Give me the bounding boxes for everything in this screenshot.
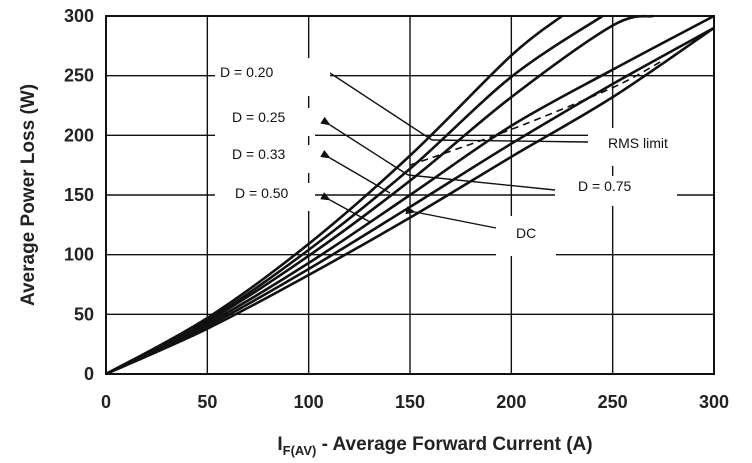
x-tick-label: 0 — [101, 392, 111, 412]
plot-frame — [105, 15, 715, 375]
annotation-label: D = 0.33 — [232, 146, 286, 162]
annotation-arrow — [320, 64, 433, 141]
annotations: D = 0.20 D = 0.25 D = 0.33 D = 0.50 RMS limi… — [215, 58, 713, 256]
annotation-label: D = 0.50 — [235, 185, 289, 201]
annotation-arrow — [320, 116, 409, 176]
y-tick-label: 100 — [64, 245, 94, 265]
y-axis-label: Average Power Loss (W) — [18, 84, 39, 306]
annotation-box — [215, 58, 330, 96]
series-line-3 — [105, 14, 715, 376]
annotation-arrow — [320, 150, 391, 194]
x-axis-label-rest: - Average Forward Current (A) — [316, 434, 592, 455]
y-tick-label: 0 — [84, 364, 94, 384]
annotation-box — [215, 183, 315, 211]
x-tick-label: 150 — [395, 392, 425, 412]
x-tick-label: 100 — [294, 392, 324, 412]
x-axis-label: IF(AV) - Average Forward Current (A) — [277, 434, 592, 458]
y-tick-label: 300 — [64, 6, 94, 26]
tick-labels: 0 50 100 150 200 250 300 0 50 100 150 200 250 300 — [64, 6, 729, 412]
annotation-label: D = 0.75 — [578, 178, 632, 194]
annotation-box — [215, 145, 315, 173]
annotation-box — [496, 216, 556, 256]
series-line-5 — [105, 26, 715, 376]
x-tick-label: 200 — [496, 392, 526, 412]
annotation-box — [215, 108, 315, 136]
annotation-box — [588, 128, 713, 166]
y-tick-label: 150 — [64, 185, 94, 205]
annotation-arrow — [405, 206, 497, 229]
y-tick-label: 200 — [64, 125, 94, 145]
series-line-6 — [409, 59, 664, 166]
x-tick-label: 300 — [699, 392, 729, 412]
annotation-label: D = 0.20 — [220, 64, 274, 80]
x-tick-label: 250 — [598, 392, 628, 412]
y-tick-label: 250 — [64, 66, 94, 86]
annotation-box — [555, 176, 677, 206]
y-tick-label: 50 — [74, 304, 94, 324]
x-axis-label-main: I — [277, 434, 282, 455]
annotation-label: RMS limit — [608, 135, 668, 151]
annotation-label: D = 0.25 — [232, 109, 286, 125]
annotation-arrow — [320, 192, 371, 223]
x-axis-label-subscript: F(AV) — [283, 443, 317, 458]
annotation-label: DC — [516, 225, 536, 241]
x-tick-label: 50 — [197, 392, 217, 412]
annotation-arrow — [407, 174, 556, 191]
series-line-2 — [105, 14, 654, 376]
series-lines — [105, 14, 715, 376]
annotation-arrow — [431, 139, 589, 143]
series-line-0 — [105, 14, 563, 376]
